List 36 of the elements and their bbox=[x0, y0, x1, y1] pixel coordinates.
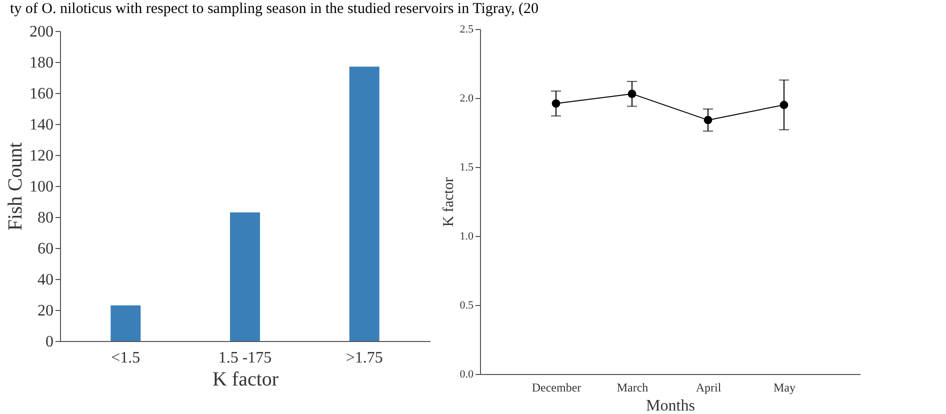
y-tick-label: 1.5 bbox=[460, 162, 474, 174]
x-tick-label: <1.5 bbox=[111, 350, 140, 366]
bar bbox=[110, 305, 141, 341]
text: ty of O. niloticus with respect to sampling season in the studied reservoirs in Tigray, (20 bbox=[9, 0, 540, 18]
y-tick-label: 60 bbox=[38, 240, 54, 258]
point bbox=[552, 99, 560, 108]
y-tick-label: 2.5 bbox=[460, 24, 474, 36]
y-tick-label: 180 bbox=[30, 54, 54, 72]
y-tick-label: 120 bbox=[30, 148, 54, 164]
y-tick-label: 2.0 bbox=[460, 92, 474, 104]
x-axis-title: K factor bbox=[212, 368, 279, 390]
y-tick-label: 0.0 bbox=[460, 368, 474, 380]
y-tick-label: 20 bbox=[38, 302, 54, 320]
y-tick-label: 40 bbox=[38, 272, 54, 288]
y-axis-title: Fish Count bbox=[4, 142, 26, 231]
x-tick-label: >1.75 bbox=[346, 350, 383, 366]
y-tick-label: 100 bbox=[30, 178, 54, 196]
point bbox=[704, 116, 712, 124]
point bbox=[628, 90, 636, 98]
y-tick-label: 80 bbox=[38, 210, 54, 226]
x-tick-label: 1.5 -175 bbox=[218, 350, 272, 366]
y-tick-label: 0.5 bbox=[460, 300, 474, 312]
y-tick-label: 140 bbox=[30, 116, 54, 134]
x-tick-label: May bbox=[774, 380, 796, 394]
y-axis-title: K factor bbox=[440, 177, 457, 227]
y-tick-label: 1.0 bbox=[460, 230, 474, 242]
y-tick-label: 200 bbox=[30, 24, 54, 40]
x-axis-title: Months bbox=[646, 398, 695, 414]
x-tick-label: April bbox=[696, 380, 722, 394]
x-tick-label: March bbox=[616, 380, 648, 394]
y-tick-label: 0 bbox=[46, 334, 54, 350]
y-tick-label: 160 bbox=[30, 86, 54, 102]
point bbox=[780, 100, 788, 110]
bar bbox=[349, 66, 380, 341]
x-tick-label: December bbox=[532, 380, 582, 394]
bar bbox=[230, 212, 260, 341]
